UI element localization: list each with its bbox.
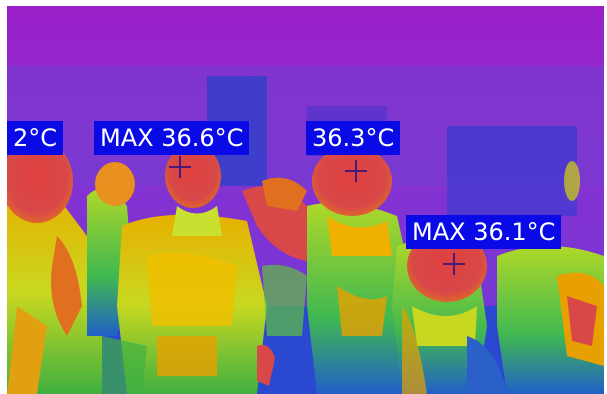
temperature-label-36-3: 36.3°C <box>306 121 401 155</box>
crosshair-icon <box>169 156 191 178</box>
temperature-label-left: 2°C <box>7 121 64 155</box>
crosshair-icon <box>443 253 465 275</box>
temperature-label-max-36-6: MAX 36.6°C <box>94 121 250 155</box>
temperature-label-max-36-1: MAX 36.1°C <box>406 215 562 249</box>
thermal-image <box>7 6 604 394</box>
crosshair-icon <box>345 160 367 182</box>
